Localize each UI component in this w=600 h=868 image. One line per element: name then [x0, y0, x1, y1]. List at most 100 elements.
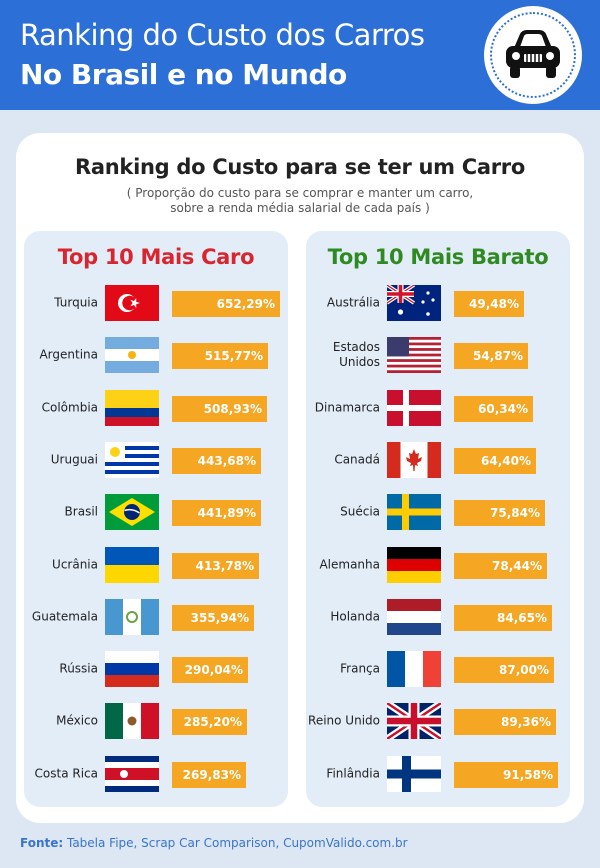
turkey-flag-icon — [105, 285, 159, 321]
country-label: Finlândia — [326, 766, 380, 781]
sweden-flag-icon — [387, 494, 441, 531]
mexico-flag-icon — [105, 703, 159, 740]
uk-flag-icon — [387, 703, 441, 740]
bar-row: Costa Rica 269,83% — [24, 755, 288, 792]
bar-row: Guatemala 355,94% — [24, 598, 288, 635]
page-title-line1: Ranking do Custo dos Carros — [20, 18, 425, 52]
bar-value-label: 443,68% — [197, 453, 256, 468]
bar: 91,58% — [454, 761, 558, 788]
card-subtitle: ( Proporção do custo para se comprar e m… — [16, 186, 584, 216]
bar-row: Austrália 49,48% — [306, 285, 570, 321]
bar-row: Suécia 75,84% — [306, 494, 570, 531]
bar-row: México 285,20% — [24, 703, 288, 740]
bar: 89,36% — [454, 709, 556, 736]
source-text: Tabela Fipe, Scrap Car Comparison, Cupom… — [63, 836, 408, 850]
bar: 84,65% — [454, 604, 552, 631]
uruguay-flag-icon — [105, 441, 159, 478]
country-label: Ucrânia — [52, 557, 98, 571]
bar: 443,68% — [172, 447, 261, 474]
country-label: Costa Rica — [34, 766, 98, 781]
card-subtitle-line2: sobre a renda média salarial de cada paí… — [170, 201, 430, 215]
bar: 652,29% — [172, 291, 280, 317]
bar-row: Turquia 652,29% — [24, 285, 288, 321]
bar-value-label: 652,29% — [216, 297, 275, 311]
bar-value-label: 290,04% — [184, 663, 243, 678]
country-label: Holanda — [330, 609, 380, 624]
page-title-line2: No Brasil e no Mundo — [20, 58, 347, 91]
bar-value-label: 49,48% — [469, 297, 519, 311]
bar-row: Estados Unidos 54,87% — [306, 337, 570, 374]
country-label: Turquia — [54, 295, 98, 310]
russia-flag-icon — [105, 651, 159, 688]
country-label: Alemanha — [319, 557, 380, 571]
bar: 290,04% — [172, 657, 248, 684]
car-badge — [484, 6, 582, 104]
source-label: Fonte: — [20, 836, 64, 850]
card-title: Ranking do Custo para se ter um Carro — [75, 155, 525, 179]
bar-row: Holanda 84,65% — [306, 598, 570, 635]
country-label: Reino Unido — [308, 713, 380, 728]
bar-row: Brasil 441,89% — [24, 494, 288, 531]
card-subtitle-line1: ( Proporção do custo para se comprar e m… — [126, 186, 474, 200]
country-label: França — [340, 661, 380, 676]
country-label: Suécia — [340, 504, 380, 519]
bar-row: Canadá 64,40% — [306, 441, 570, 478]
country-label: Rússia — [59, 661, 98, 676]
car-front-icon — [506, 30, 560, 78]
bar: 413,78% — [172, 552, 259, 579]
badge-ring — [490, 12, 576, 98]
bar: 515,77% — [172, 343, 268, 370]
bar-row: Alemanha 78,44% — [306, 546, 570, 583]
bar-row: Rússia 290,04% — [24, 651, 288, 688]
bar-row: Colômbia 508,93% — [24, 389, 288, 426]
bar-row: Reino Unido 89,36% — [306, 703, 570, 740]
ranking-card: Ranking do Custo para se ter um Carro ( … — [16, 133, 584, 823]
bar-value-label: 54,87% — [473, 349, 523, 364]
bar-value-label: 89,36% — [501, 715, 551, 730]
brazil-flag-icon — [105, 494, 159, 531]
country-label: Brasil — [64, 504, 98, 519]
bar-value-label: 78,44% — [492, 558, 542, 573]
bar-value-label: 441,89% — [197, 506, 256, 521]
costa-rica-flag-icon — [105, 755, 159, 792]
finland-flag-icon — [387, 755, 441, 792]
country-label: Dinamarca — [314, 400, 380, 415]
colombia-flag-icon — [105, 389, 159, 426]
bar: 285,20% — [172, 709, 247, 736]
country-label: Austrália — [326, 295, 380, 310]
country-label: Canadá — [334, 452, 380, 467]
bar: 269,83% — [172, 761, 246, 788]
bar-row: Uruguai 443,68% — [24, 441, 288, 478]
country-label: Guatemala — [31, 609, 98, 624]
netherlands-flag-icon — [387, 598, 441, 635]
canada-flag-icon — [387, 441, 441, 478]
bar-value-label: 84,65% — [497, 610, 547, 625]
australia-flag-icon — [387, 285, 441, 321]
bar: 78,44% — [454, 552, 547, 579]
country-label: Estados Unidos — [332, 340, 380, 370]
bar: 441,89% — [172, 500, 261, 527]
denmark-flag-icon — [387, 389, 441, 426]
bar-value-label: 60,34% — [478, 401, 528, 416]
argentina-flag-icon — [105, 337, 159, 374]
ukraine-flag-icon — [105, 546, 159, 583]
bar-row: Dinamarca 60,34% — [306, 389, 570, 426]
panel-cheapest: Top 10 Mais Barato Austrália 49,48% Estado… — [306, 231, 570, 807]
bar: 508,93% — [172, 395, 267, 422]
bar-row: Argentina 515,77% — [24, 337, 288, 374]
bar-value-label: 285,20% — [183, 715, 242, 730]
bar: 54,87% — [454, 343, 528, 370]
bar-value-label: 91,58% — [503, 767, 553, 782]
bar-value-label: 515,77% — [204, 349, 263, 364]
bar: 49,48% — [454, 291, 524, 317]
bar: 355,94% — [172, 604, 254, 631]
bar: 60,34% — [454, 395, 533, 422]
bar: 64,40% — [454, 447, 536, 474]
panel-most-expensive: Top 10 Mais Caro Turquia 652,29% Argentina… — [24, 231, 288, 807]
country-label: Uruguai — [50, 452, 98, 467]
bar-value-label: 75,84% — [490, 506, 540, 521]
bar-row: França 87,00% — [306, 651, 570, 688]
bar-row: Ucrânia 413,78% — [24, 546, 288, 583]
bar-value-label: 355,94% — [190, 610, 249, 625]
country-label: México — [56, 713, 98, 728]
